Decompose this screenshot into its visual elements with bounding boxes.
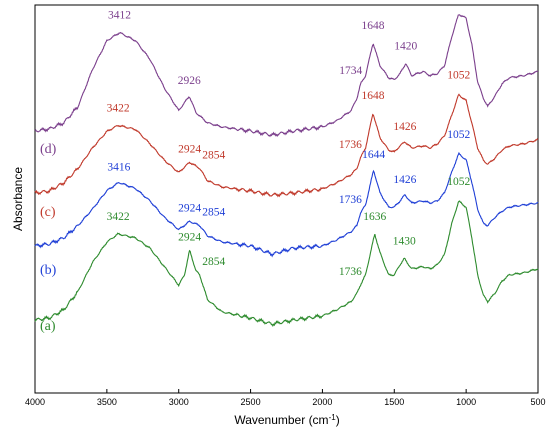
series-label-a: (a): [40, 319, 56, 334]
peak-label-3416: 3416: [107, 161, 130, 173]
x-tick-label-500: 500: [530, 397, 545, 407]
x-axis-title-close: ): [336, 413, 340, 427]
series-label-c: (c): [40, 205, 56, 220]
x-tick-label-2000: 2000: [312, 397, 332, 407]
x-tick-label-3500: 3500: [97, 397, 117, 407]
x-axis-title-sup: -1: [329, 413, 337, 422]
peak-label-2924: 2924: [178, 231, 201, 243]
peak-label-1420: 1420: [394, 40, 417, 52]
peak-label-layer: 3412292617341648142010523422292428541736…: [107, 0, 471, 278]
peak-label-2924: 2924: [178, 202, 201, 214]
peak-label-1426: 1426: [393, 174, 416, 186]
series-layer: [34, 14, 539, 328]
x-tick-label-1500: 1500: [384, 397, 404, 407]
peak-label-1648: 1648: [362, 90, 385, 102]
series-label-layer: (d) (c) (b) (a): [40, 142, 57, 334]
x-axis-ticks: 4000 3500 3000 2500 2000 1500 1000 500: [25, 389, 546, 407]
peak-label-3412: 3412: [108, 10, 131, 22]
peak-label-2926: 2926: [178, 75, 201, 87]
peak-label-1430: 1430: [393, 236, 416, 248]
peak-label-2924: 2924: [178, 143, 201, 155]
series-line-a: [34, 200, 539, 328]
peak-label-1052: 1052: [447, 129, 470, 141]
peak-label-1636: 1636: [363, 211, 386, 223]
peak-label-1644: 1644: [362, 149, 385, 161]
x-tick-label-4000: 4000: [25, 397, 45, 407]
series-line-d: [34, 14, 539, 138]
plot-frame: [34, 4, 539, 394]
peak-label-1648: 1648: [362, 20, 385, 32]
peak-label-1426: 1426: [393, 121, 416, 133]
x-tick-label-2500: 2500: [241, 397, 261, 407]
series-line-c: [34, 93, 539, 198]
x-axis-title-main: Wavenumber (cm: [234, 413, 328, 427]
peak-label-3422: 3422: [107, 102, 130, 114]
peak-label-1736: 1736: [339, 139, 362, 151]
peak-label-1052: 1052: [447, 176, 470, 188]
x-axis-title: Wavenumber (cm-1): [234, 413, 339, 427]
peak-label-1052: 1052: [447, 0, 470, 1]
peak-label-1736: 1736: [339, 266, 362, 278]
peak-label-3422: 3422: [107, 211, 130, 223]
peak-label-2854: 2854: [202, 207, 225, 219]
y-axis-title: Absorbance: [11, 167, 25, 231]
series-label-d: (d): [40, 142, 57, 157]
peak-label-1052: 1052: [447, 70, 470, 82]
peak-label-1736: 1736: [339, 194, 362, 206]
series-label-b: (b): [40, 263, 57, 278]
peak-label-2854: 2854: [202, 256, 225, 268]
series-line-b: [34, 151, 539, 258]
x-tick-label-1000: 1000: [456, 397, 476, 407]
peak-label-2854: 2854: [202, 149, 225, 161]
x-tick-label-3000: 3000: [169, 397, 189, 407]
peak-label-1734: 1734: [339, 65, 362, 77]
